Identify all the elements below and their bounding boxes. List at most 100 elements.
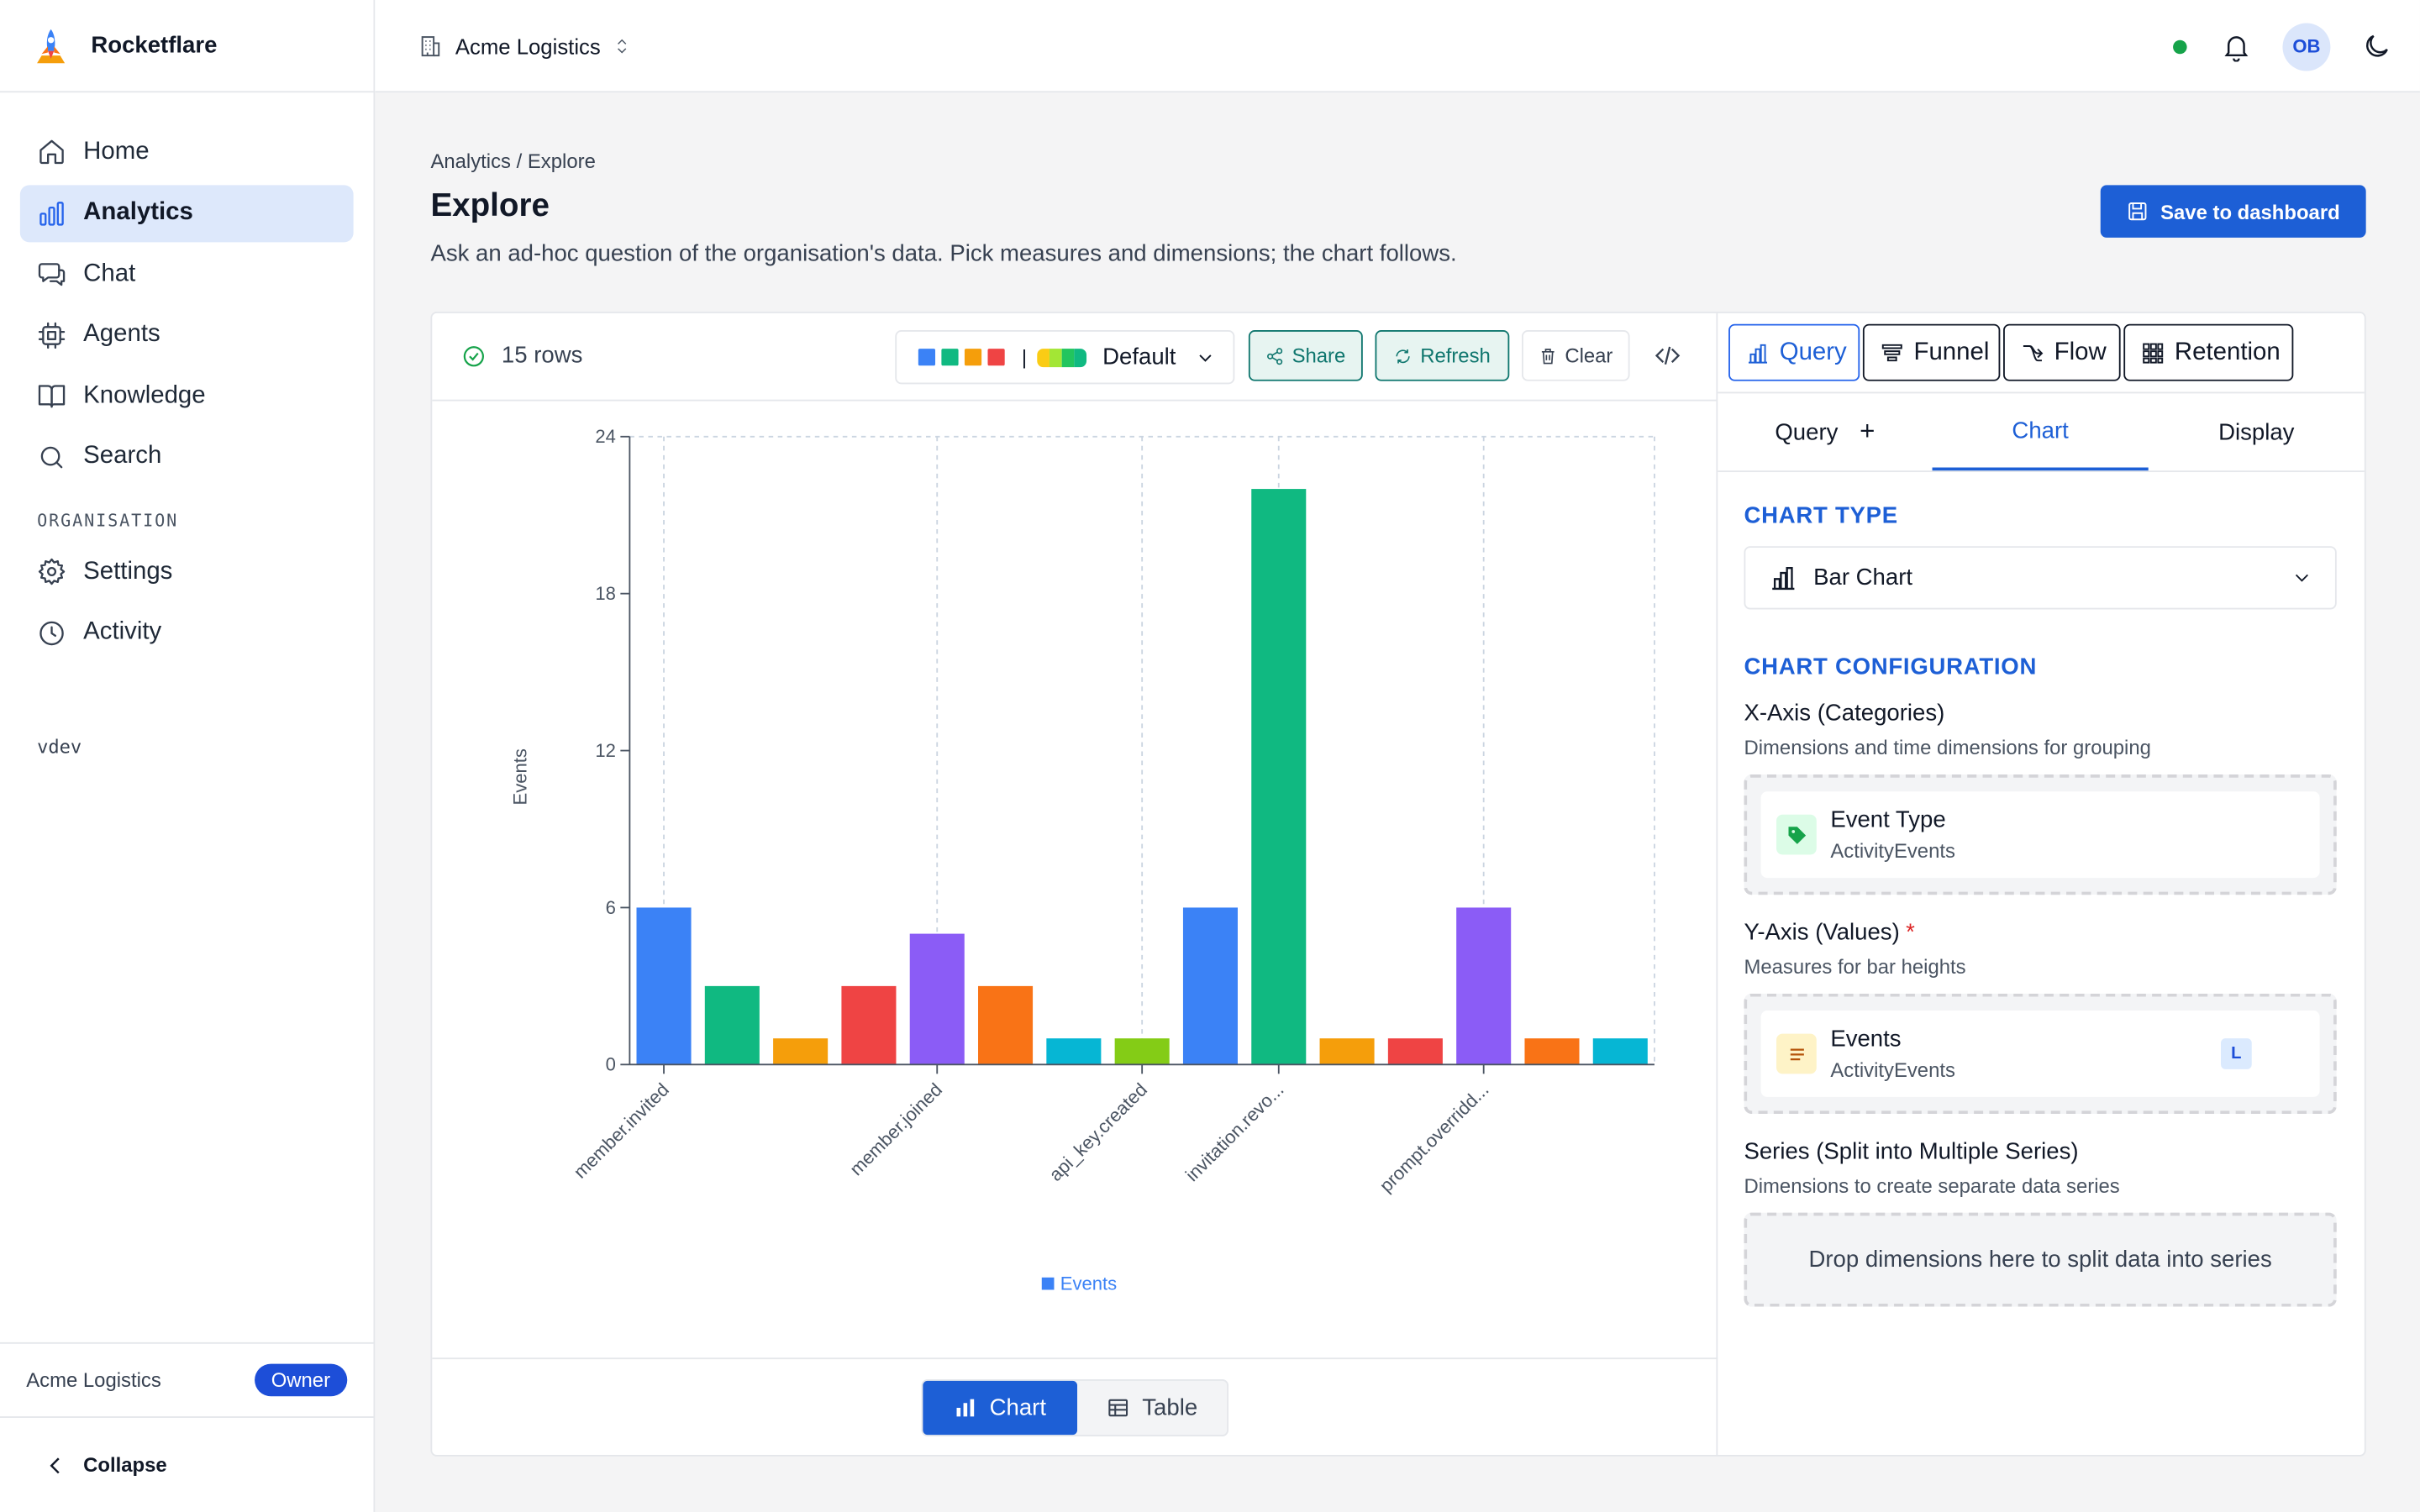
org-switcher[interactable]: Acme Logistics	[418, 33, 644, 58]
axis-side-badge[interactable]: L	[2221, 1038, 2252, 1069]
subtab-display[interactable]: Display	[2149, 393, 2365, 470]
x-tick-label: api_key.created	[1045, 1079, 1152, 1185]
tab-label: Retention	[2174, 339, 2281, 365]
plus-icon[interactable]: +	[1860, 416, 1876, 446]
sidebar-item-knowledge[interactable]: Knowledge	[20, 367, 354, 424]
series-dropzone[interactable]: Drop dimensions here to split data into …	[1744, 1212, 2337, 1307]
bar-chart: 0 6 12 18 24 Events member.invited member.joine…	[509, 426, 1655, 1294]
y-field-source: ActivityEvents	[1830, 1058, 1955, 1082]
chevron-left-icon	[50, 1457, 60, 1473]
palette-gradient-swatch	[1050, 348, 1063, 367]
share-button[interactable]: Share	[1248, 330, 1363, 381]
bar	[1456, 907, 1512, 1065]
save-button-label: Save to dashboard	[2160, 199, 2340, 223]
series-placeholder: Drop dimensions here to split data into …	[1808, 1247, 2272, 1273]
config-pane: Query Funnel Flow Retention Query	[1718, 313, 2365, 1455]
section-label-organisation: ORGANISATION	[37, 510, 179, 531]
bar	[1592, 1038, 1648, 1065]
x-axis-field-chip[interactable]: Event Type ActivityEvents	[1760, 791, 2320, 879]
explore-card: 15 rows | Default Share	[430, 312, 2366, 1457]
subtab-chart[interactable]: Chart	[1932, 393, 2149, 471]
y-axis-field-chip[interactable]: Events ActivityEvents L	[1760, 1011, 2320, 1097]
y-axis-title-text: Y-Axis (Values)	[1744, 919, 1900, 946]
clear-button[interactable]: Clear	[1521, 330, 1630, 381]
sidebar-item-label: Agents	[83, 321, 160, 348]
x-field-name: Event Type	[1830, 806, 1946, 833]
clock-icon	[39, 620, 64, 645]
chart-area: 0 6 12 18 24 Events member.invited member.joine…	[432, 402, 1718, 1358]
table-icon	[1108, 1399, 1128, 1417]
save-icon	[2128, 202, 2147, 221]
flow-icon	[2023, 344, 2044, 361]
bar	[978, 985, 1034, 1065]
sidebar-item-label: Chat	[83, 260, 136, 286]
sidebar-item-label: Activity	[83, 618, 162, 645]
config-subtabs: Query + Chart Display	[1718, 393, 2365, 473]
results-pane: 15 rows | Default Share	[432, 312, 1718, 1456]
subtab-query[interactable]: Query +	[1718, 393, 1932, 470]
sidebar-item-label: Home	[83, 138, 150, 165]
gear-icon	[38, 558, 66, 585]
palette-select[interactable]: | Default	[895, 330, 1235, 385]
avatar[interactable]: OB	[2282, 22, 2331, 71]
subtab-label: Chart	[2012, 417, 2069, 444]
view-code-button[interactable]	[1647, 330, 1687, 381]
y-tick-label: 6	[606, 897, 616, 918]
rocket-logo-icon	[37, 28, 66, 63]
collapse-button[interactable]: Collapse	[0, 1416, 374, 1512]
sidebar: Rocketflare Home Analytics Chat Agents K…	[0, 0, 376, 1512]
share-icon	[1267, 347, 1283, 365]
palette-swatch	[918, 349, 936, 366]
measure-icon	[1776, 1033, 1817, 1074]
sidebar-item-activity[interactable]: Activity	[20, 604, 354, 661]
moon-icon[interactable]	[2361, 31, 2392, 62]
tab-funnel[interactable]: Funnel	[1862, 323, 2001, 381]
chip-icon	[38, 321, 66, 349]
brand[interactable]: Rocketflare	[0, 0, 374, 93]
bell-icon[interactable]	[2221, 31, 2252, 62]
bar-chart-icon	[39, 201, 64, 225]
y-tick-label: 12	[595, 740, 616, 761]
funnel-icon	[1881, 343, 1902, 361]
subtab-label: Query	[1775, 418, 1839, 445]
table-view-button[interactable]: Table	[1077, 1381, 1227, 1435]
search-icon	[40, 445, 63, 468]
legend-swatch	[1041, 1277, 1055, 1290]
palette-separator: |	[1021, 345, 1028, 369]
save-to-dashboard-button[interactable]: Save to dashboard	[2100, 185, 2366, 238]
chevron-up-down-icon	[618, 38, 627, 53]
chart-type-select[interactable]: Bar Chart	[1744, 546, 2337, 610]
x-axis-dropzone[interactable]: Event Type ActivityEvents	[1744, 774, 2337, 895]
sidebar-item-label: Analytics	[83, 198, 193, 226]
bar	[1114, 1038, 1170, 1065]
series-title: Series (Split into Multiple Series)	[1744, 1138, 2079, 1165]
sidebar-item-agents[interactable]: Agents	[20, 307, 354, 364]
x-field-source: ActivityEvents	[1830, 839, 1955, 863]
bar	[1387, 1038, 1443, 1065]
collapse-label: Collapse	[83, 1453, 167, 1477]
x-tick-label: member.invited	[570, 1079, 673, 1182]
tab-retention[interactable]: Retention	[2123, 323, 2294, 381]
table-view-label: Table	[1142, 1394, 1198, 1421]
bar-chart-icon	[1772, 567, 1795, 591]
chart-view-button[interactable]: Chart	[923, 1380, 1078, 1436]
sidebar-item-chat[interactable]: Chat	[20, 245, 354, 302]
home-icon	[39, 139, 64, 165]
footer-org-name: Acme Logistics	[26, 1368, 161, 1392]
bar-chart-icon	[1748, 343, 1768, 363]
sidebar-item-home[interactable]: Home	[20, 123, 354, 181]
tab-query[interactable]: Query	[1728, 323, 1860, 381]
y-axis-dropzone[interactable]: Events ActivityEvents L	[1744, 993, 2337, 1115]
status-dot	[2173, 39, 2187, 54]
tab-flow[interactable]: Flow	[2003, 323, 2121, 381]
x-tick-label: invitation.revo...	[1181, 1079, 1288, 1185]
sidebar-item-settings[interactable]: Settings	[20, 543, 354, 601]
bar	[1046, 1038, 1102, 1065]
refresh-button[interactable]: Refresh	[1375, 330, 1510, 381]
bar	[1319, 1038, 1375, 1065]
refresh-label: Refresh	[1420, 344, 1491, 368]
palette-gradient-swatch	[1037, 348, 1050, 367]
sidebar-item-search[interactable]: Search	[20, 428, 354, 486]
breadcrumb: Analytics / Explore	[430, 150, 596, 173]
sidebar-item-analytics[interactable]: Analytics	[19, 184, 354, 242]
